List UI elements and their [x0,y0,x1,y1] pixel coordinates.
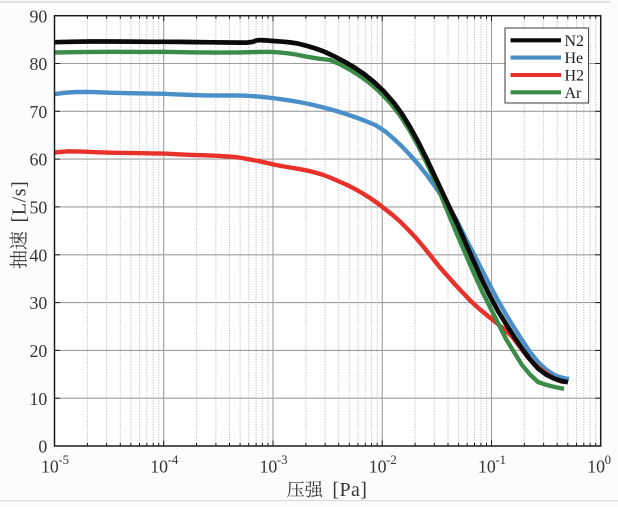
svg-text:10: 10 [150,457,168,477]
svg-text:-5: -5 [58,453,69,467]
svg-text:10: 10 [41,457,59,477]
svg-text:0: 0 [38,437,47,457]
svg-text:10: 10 [587,457,605,477]
svg-text:50: 50 [30,198,48,218]
svg-text:-2: -2 [386,453,397,467]
svg-text:He: He [565,50,584,67]
svg-text:20: 20 [30,341,48,361]
svg-text:70: 70 [30,102,48,122]
svg-text:90: 90 [30,6,48,26]
svg-text:10: 10 [260,457,278,477]
svg-text:40: 40 [30,245,48,265]
svg-text:H2: H2 [565,68,585,85]
svg-text:Ar: Ar [565,85,583,102]
svg-text:-4: -4 [168,453,179,467]
svg-text:80: 80 [30,54,48,74]
svg-text:-1: -1 [495,453,506,467]
svg-text:[Pa]: [Pa] [332,479,367,501]
svg-text:[L/s]: [L/s] [9,181,31,223]
svg-text:10: 10 [30,389,48,409]
svg-text:60: 60 [30,150,48,170]
svg-text:N2: N2 [565,33,585,50]
svg-text:10: 10 [478,457,496,477]
svg-text:10: 10 [369,457,387,477]
svg-text:30: 30 [30,293,48,313]
svg-text:0: 0 [605,453,611,467]
svg-text:-3: -3 [277,453,288,467]
